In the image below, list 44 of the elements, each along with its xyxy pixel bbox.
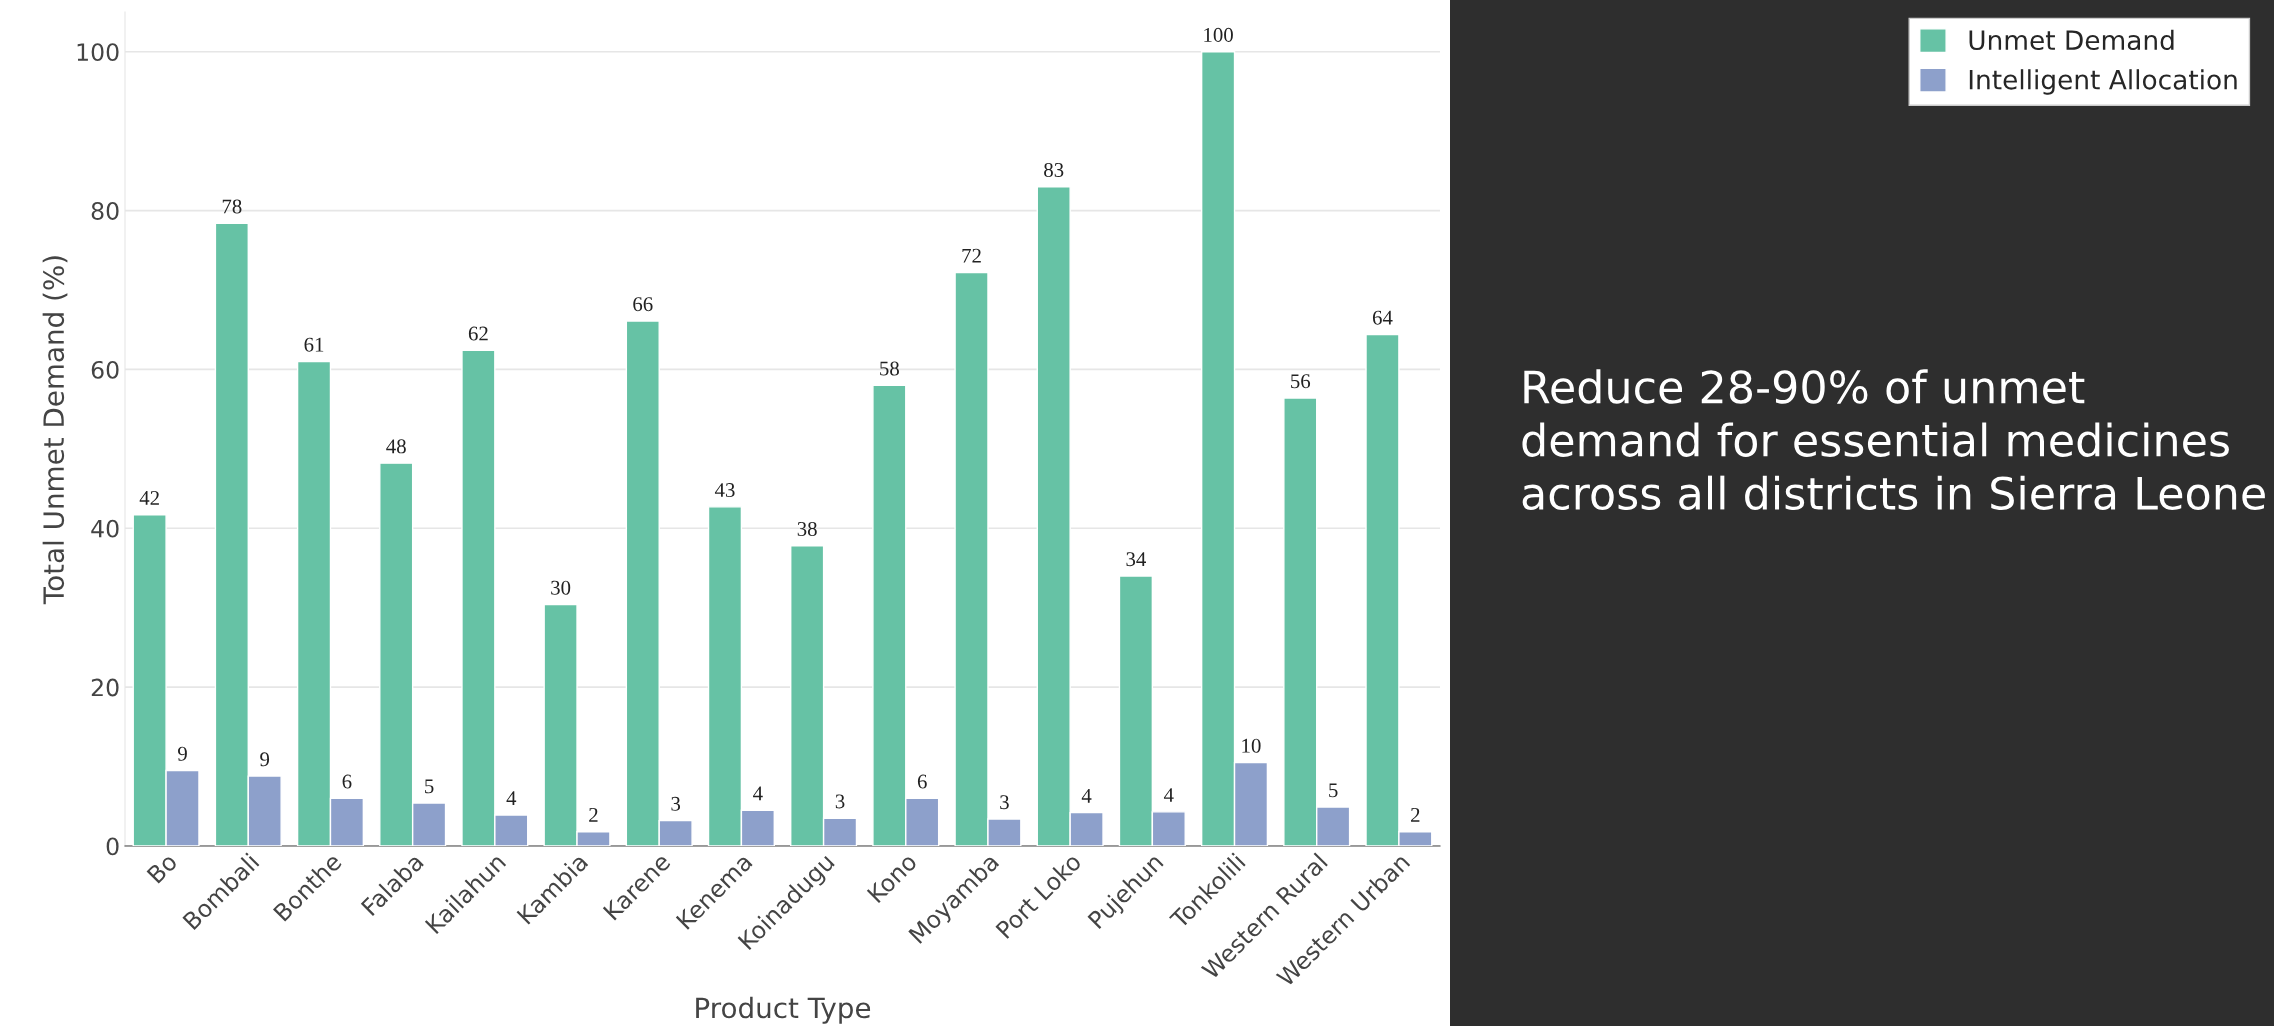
data-label: 4 <box>1163 788 1174 802</box>
y-tick-label: 20 <box>91 678 119 697</box>
data-label: 38 <box>797 521 817 536</box>
data-label: 64 <box>1372 310 1393 325</box>
data-label: 4 <box>1081 788 1092 803</box>
data-label: 30 <box>551 580 571 595</box>
data-label: 5 <box>425 779 434 794</box>
y-tick-label: 0 <box>106 837 119 856</box>
data-label: 42 <box>139 490 159 505</box>
data-label: 3 <box>671 796 681 811</box>
x-axis-title: Product Type <box>696 996 871 1024</box>
data-label: 78 <box>222 199 242 214</box>
y-tick-label: 60 <box>91 360 119 379</box>
data-label: 6 <box>917 774 927 789</box>
legend-label: Unmet Demand <box>1969 29 2174 51</box>
x-tick-label: Bo <box>146 852 179 884</box>
text: Reduce 28-90% of unmet demand for essential medicines across all districts in Sierra Leone <box>1522 369 2265 511</box>
data-label: 2 <box>1411 807 1420 822</box>
data-label: 100 <box>1204 27 1233 42</box>
legend-label: Intelligent Allocation <box>1969 69 2237 95</box>
data-label: 10 <box>1242 738 1261 753</box>
data-label: 4 <box>753 786 763 801</box>
y-axis-title: Total Unmet Demand (%) <box>42 256 68 605</box>
data-label: 43 <box>714 483 735 498</box>
data-label: 48 <box>386 439 406 454</box>
data-label: 6 <box>342 774 352 789</box>
data-label: 2 <box>589 807 598 822</box>
data-label: 34 <box>1126 552 1146 567</box>
y-tick-label: 40 <box>91 519 119 538</box>
data-label: 5 <box>1329 783 1338 798</box>
y-tick-label: 80 <box>91 202 119 220</box>
data-label: 72 <box>962 248 981 263</box>
data-label: 3 <box>1000 795 1009 810</box>
data-label: 62 <box>468 326 488 341</box>
data-label: 61 <box>304 337 324 352</box>
data-label: 58 <box>880 361 899 376</box>
data-label: 9 <box>177 746 187 761</box>
data-label: 4 <box>506 791 517 806</box>
data-label: 9 <box>260 752 270 767</box>
data-label: 3 <box>835 794 845 809</box>
y-tick-label: 100 <box>77 43 119 62</box>
data-label: 56 <box>1291 374 1311 389</box>
data-label: 66 <box>633 297 653 312</box>
data-label: 83 <box>1044 162 1064 177</box>
